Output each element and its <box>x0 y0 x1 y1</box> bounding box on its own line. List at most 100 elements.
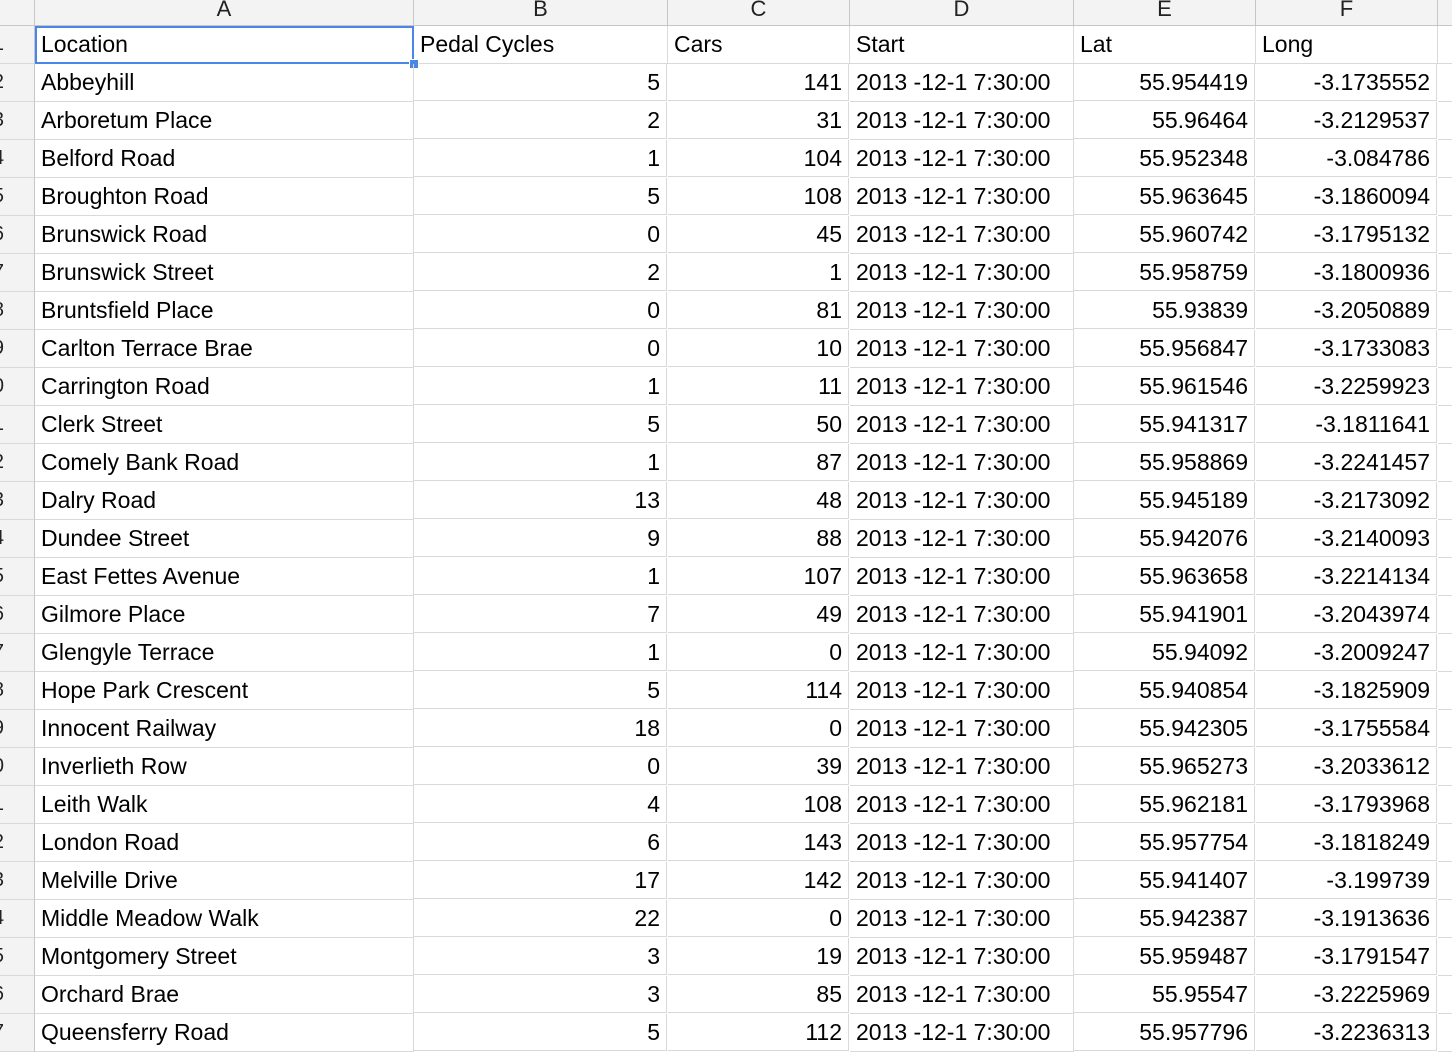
cell-cars[interactable]: 48 <box>668 482 849 519</box>
cell-cars[interactable]: 0 <box>668 710 849 747</box>
cell-start[interactable]: 2013 -12-1 7:30:00 <box>850 634 1074 672</box>
cell-start[interactable]: 2013 -12-1 7:30:00 <box>850 520 1074 558</box>
cell-pedal-cycles[interactable]: 0 <box>414 330 667 367</box>
empty-cell[interactable] <box>1438 786 1452 824</box>
empty-cell[interactable] <box>1438 368 1452 406</box>
cell-long[interactable]: -3.1791547 <box>1256 938 1437 975</box>
cell-lat[interactable]: 55.945189 <box>1074 482 1255 519</box>
cell-cars[interactable]: 142 <box>668 862 849 899</box>
row-header[interactable]: 9 <box>0 330 35 368</box>
cell-start[interactable]: 2013 -12-1 7:30:00 <box>850 140 1074 178</box>
cell-long[interactable]: -3.2241457 <box>1256 444 1437 481</box>
cell-long[interactable]: -3.2173092 <box>1256 482 1437 519</box>
cell-cars[interactable]: 108 <box>668 786 849 823</box>
cell-cars[interactable]: 31 <box>668 102 849 139</box>
row-header[interactable]: 21 <box>0 786 35 824</box>
row-header[interactable]: 27 <box>0 1014 35 1052</box>
empty-cell[interactable] <box>1438 406 1452 444</box>
cell-long[interactable]: -3.2009247 <box>1256 634 1437 671</box>
cell-start[interactable]: 2013 -12-1 7:30:00 <box>850 900 1074 938</box>
cell-start[interactable]: 2013 -12-1 7:30:00 <box>850 672 1074 710</box>
empty-cell[interactable] <box>1438 178 1452 216</box>
header-cell-start[interactable]: Start <box>850 26 1074 64</box>
cell-pedal-cycles[interactable]: 2 <box>414 254 667 291</box>
cell-start[interactable]: 2013 -12-1 7:30:00 <box>850 558 1074 596</box>
row-header[interactable]: 11 <box>0 406 35 444</box>
cell-pedal-cycles[interactable]: 0 <box>414 292 667 329</box>
cell-location[interactable]: Brunswick Street <box>35 254 414 292</box>
row-header[interactable]: 17 <box>0 634 35 672</box>
row-header[interactable]: 19 <box>0 710 35 748</box>
row-header[interactable]: 16 <box>0 596 35 634</box>
cell-lat[interactable]: 55.94092 <box>1074 634 1255 671</box>
cell-location[interactable]: Abbeyhill <box>35 64 414 102</box>
cell-pedal-cycles[interactable]: 4 <box>414 786 667 823</box>
cell-pedal-cycles[interactable]: 5 <box>414 1014 667 1051</box>
cell-location[interactable]: Innocent Railway <box>35 710 414 748</box>
column-header-e[interactable]: E <box>1074 0 1256 26</box>
fill-handle[interactable] <box>409 59 419 69</box>
empty-cell[interactable] <box>1438 292 1452 330</box>
cell-start[interactable]: 2013 -12-1 7:30:00 <box>850 292 1074 330</box>
empty-cell[interactable] <box>1438 482 1452 520</box>
cell-location[interactable]: Hope Park Crescent <box>35 672 414 710</box>
cell-lat[interactable]: 55.957754 <box>1074 824 1255 861</box>
cell-lat[interactable]: 55.942387 <box>1074 900 1255 937</box>
empty-cell[interactable] <box>1438 710 1452 748</box>
cell-long[interactable]: -3.084786 <box>1256 140 1437 177</box>
cell-cars[interactable]: 19 <box>668 938 849 975</box>
empty-cell[interactable] <box>1438 558 1452 596</box>
header-cell-lat[interactable]: Lat <box>1074 26 1256 64</box>
cell-location[interactable]: Middle Meadow Walk <box>35 900 414 938</box>
cell-start[interactable]: 2013 -12-1 7:30:00 <box>850 368 1074 406</box>
cell-pedal-cycles[interactable]: 3 <box>414 938 667 975</box>
cell-lat[interactable]: 55.942076 <box>1074 520 1255 557</box>
cell-cars[interactable]: 81 <box>668 292 849 329</box>
cell-cars[interactable]: 108 <box>668 178 849 215</box>
row-header[interactable]: 26 <box>0 976 35 1014</box>
cell-cars[interactable]: 10 <box>668 330 849 367</box>
cell-cars[interactable]: 112 <box>668 1014 849 1051</box>
cell-lat[interactable]: 55.93839 <box>1074 292 1255 329</box>
empty-cell[interactable] <box>1438 1014 1452 1052</box>
empty-cell[interactable] <box>1438 596 1452 634</box>
cell-long[interactable]: -3.1860094 <box>1256 178 1437 215</box>
row-header[interactable]: 2 <box>0 64 35 102</box>
row-header[interactable]: 20 <box>0 748 35 786</box>
row-header[interactable]: 8 <box>0 292 35 330</box>
cell-long[interactable]: -3.2214134 <box>1256 558 1437 595</box>
cell-start[interactable]: 2013 -12-1 7:30:00 <box>850 102 1074 140</box>
cell-pedal-cycles[interactable]: 7 <box>414 596 667 633</box>
cell-lat[interactable]: 55.962181 <box>1074 786 1255 823</box>
cell-long[interactable]: -3.1825909 <box>1256 672 1437 709</box>
row-header[interactable]: 4 <box>0 140 35 178</box>
cell-location[interactable]: Orchard Brae <box>35 976 414 1014</box>
cell-lat[interactable]: 55.956847 <box>1074 330 1255 367</box>
cell-lat[interactable]: 55.958759 <box>1074 254 1255 291</box>
cell-pedal-cycles[interactable]: 5 <box>414 178 667 215</box>
row-header[interactable]: 6 <box>0 216 35 254</box>
cell-start[interactable]: 2013 -12-1 7:30:00 <box>850 938 1074 976</box>
cell-start[interactable]: 2013 -12-1 7:30:00 <box>850 596 1074 634</box>
row-header[interactable]: 14 <box>0 520 35 558</box>
cell-start[interactable]: 2013 -12-1 7:30:00 <box>850 1014 1074 1052</box>
cell-location[interactable]: Arboretum Place <box>35 102 414 140</box>
cell-cars[interactable]: 49 <box>668 596 849 633</box>
empty-cell[interactable] <box>1438 102 1452 140</box>
cell-start[interactable]: 2013 -12-1 7:30:00 <box>850 786 1074 824</box>
row-header[interactable]: 24 <box>0 900 35 938</box>
cell-long[interactable]: -3.2043974 <box>1256 596 1437 633</box>
cell-location[interactable]: Broughton Road <box>35 178 414 216</box>
cell-cars[interactable]: 11 <box>668 368 849 405</box>
cell-pedal-cycles[interactable]: 1 <box>414 368 667 405</box>
cell-cars[interactable]: 104 <box>668 140 849 177</box>
cell-lat[interactable]: 55.957796 <box>1074 1014 1255 1051</box>
cell-cars[interactable]: 114 <box>668 672 849 709</box>
cell-pedal-cycles[interactable]: 1 <box>414 634 667 671</box>
cell-pedal-cycles[interactable]: 1 <box>414 444 667 481</box>
cell-long[interactable]: -3.1913636 <box>1256 900 1437 937</box>
cell-location[interactable]: Leith Walk <box>35 786 414 824</box>
column-header-b[interactable]: B <box>414 0 668 26</box>
cell-lat[interactable]: 55.941317 <box>1074 406 1255 443</box>
column-header-c[interactable]: C <box>668 0 850 26</box>
